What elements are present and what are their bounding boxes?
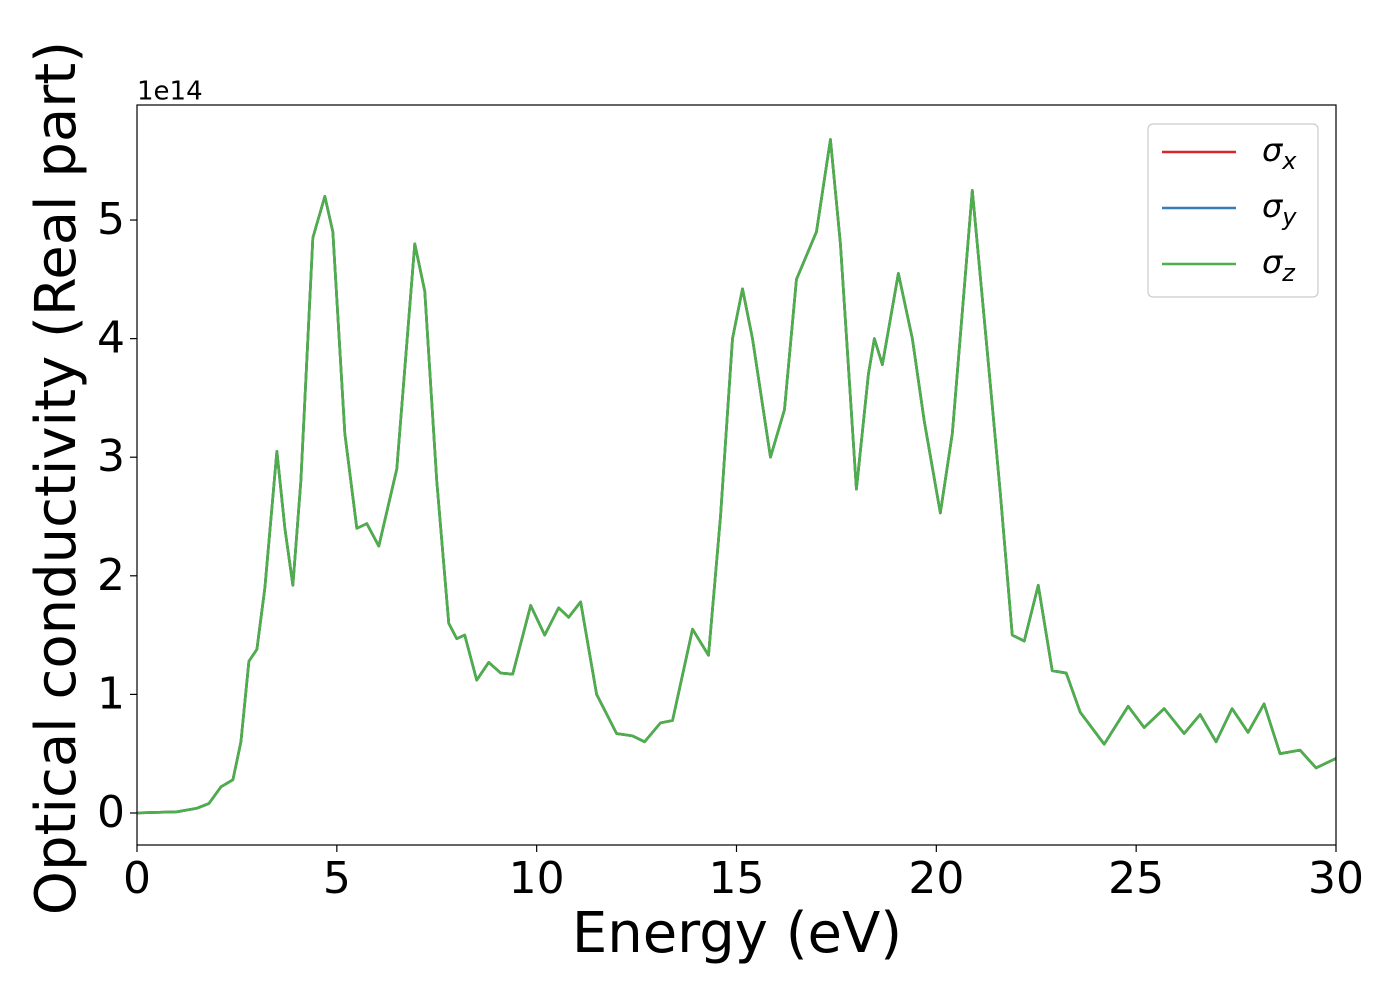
x-tick-label: 20 — [908, 853, 964, 904]
x-tick-label: 25 — [1108, 853, 1164, 904]
legend-label: σy — [1262, 187, 1297, 231]
y-axis-label: Optical conductivity (Real part) — [24, 41, 89, 915]
x-tick-label: 5 — [323, 853, 351, 904]
x-tick-label: 10 — [509, 853, 565, 904]
legend-box — [1147, 123, 1319, 298]
y-tick-label: 1 — [97, 668, 125, 719]
y-tick-label: 2 — [97, 550, 125, 601]
series-line — [136, 138, 1337, 815]
legend: σx σy σz — [1147, 123, 1319, 298]
x-tick-label: 30 — [1308, 853, 1364, 904]
plot-frame — [136, 104, 1337, 846]
y-offset-label: 1e14 — [137, 77, 203, 107]
y-tick-label: 5 — [97, 194, 125, 245]
y-tick-label: 0 — [97, 787, 125, 838]
x-tick-label: 15 — [709, 853, 765, 904]
x-axis-label: Energy (eV) — [572, 901, 902, 966]
y-tick-label: 3 — [97, 431, 125, 482]
y-tick-label: 4 — [97, 313, 125, 364]
legend-label: σz — [1262, 243, 1296, 287]
x-tick-label: 0 — [123, 853, 151, 904]
legend-label: σx — [1262, 131, 1297, 175]
